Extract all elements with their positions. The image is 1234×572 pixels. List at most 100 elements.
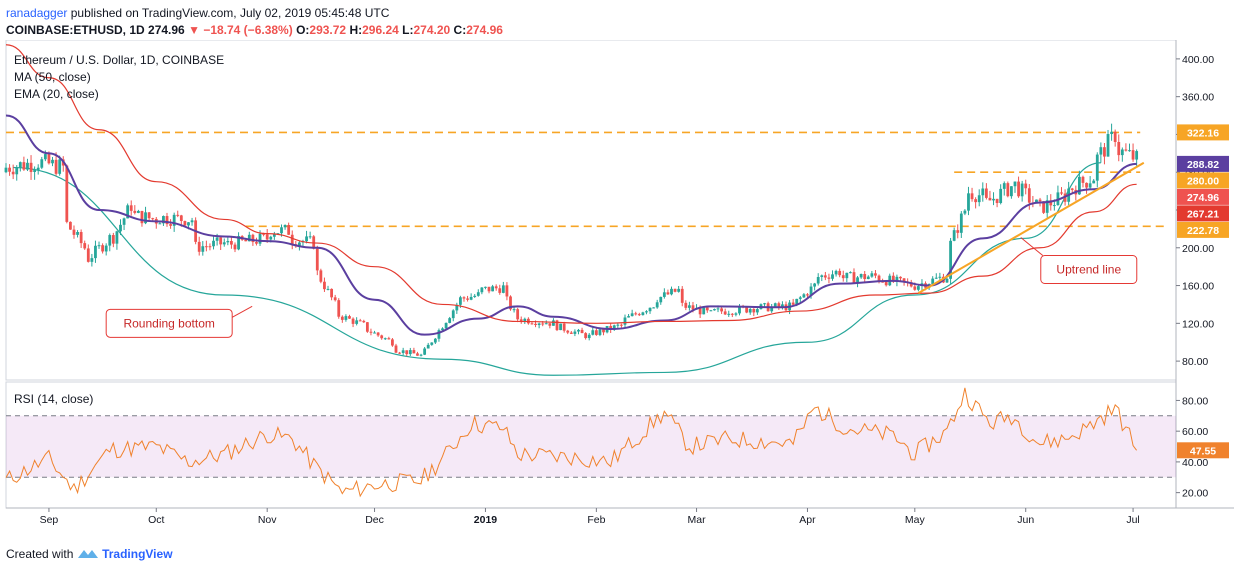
- candle-body: [981, 188, 985, 196]
- candle-body: [144, 212, 147, 224]
- ema-20-line: [6, 114, 1137, 336]
- candle-body: [319, 270, 323, 282]
- candle-body: [974, 199, 978, 203]
- candle-body: [827, 277, 831, 279]
- tradingview-brand[interactable]: TradingView: [102, 547, 173, 561]
- candle-body: [247, 234, 251, 242]
- candle-body: [673, 288, 677, 292]
- time-tick-label: Sep: [40, 514, 59, 526]
- candle-body: [666, 292, 670, 295]
- candle-body: [305, 236, 308, 242]
- time-tick-label: Mar: [688, 514, 707, 526]
- candle-body: [297, 242, 301, 247]
- candle-body: [437, 330, 441, 339]
- candle-body: [433, 338, 437, 343]
- candle-body: [591, 330, 595, 335]
- candle-body: [398, 352, 401, 354]
- candle-body: [40, 159, 44, 168]
- candle-body: [444, 322, 448, 329]
- candle-body: [76, 232, 79, 235]
- candle-body: [1135, 151, 1139, 160]
- candle-body: [115, 231, 119, 244]
- candle-body: [816, 276, 820, 284]
- candle-body: [934, 277, 938, 279]
- candle-body: [852, 272, 856, 283]
- candle-body: [841, 275, 845, 279]
- candle-body: [72, 229, 76, 235]
- candle-body: [552, 320, 555, 326]
- time-tick-label: Jul: [1126, 514, 1139, 526]
- candle-body: [1131, 150, 1135, 160]
- candle-body: [365, 322, 369, 332]
- candle-body: [620, 324, 623, 326]
- candle-body: [201, 246, 205, 252]
- candle-body: [33, 170, 37, 172]
- candle-body: [863, 274, 867, 280]
- candle-body: [584, 333, 588, 339]
- candle-body: [1110, 131, 1113, 135]
- candle-body: [58, 159, 62, 174]
- candle-body: [963, 210, 967, 214]
- uptrend-line-callout: [1040, 255, 1138, 284]
- publisher-link[interactable]: ranadagger: [6, 6, 68, 20]
- candle-body: [1092, 180, 1096, 184]
- candle-body: [215, 237, 219, 241]
- candle-body: [984, 188, 988, 198]
- candle-body: [36, 167, 40, 171]
- candle-body: [720, 308, 723, 312]
- candle-body: [931, 278, 935, 285]
- candle-body: [913, 286, 917, 290]
- candle-body: [1042, 201, 1046, 213]
- candle-body: [473, 295, 477, 297]
- candle-body: [1124, 149, 1128, 151]
- rsi-tick-label: 80.00: [1182, 395, 1208, 407]
- price-label-text: 288.82: [1187, 159, 1219, 171]
- candle-body: [763, 303, 766, 305]
- candle-body: [262, 233, 266, 235]
- candle-body: [308, 236, 312, 238]
- candle-body: [859, 274, 863, 278]
- candle-body: [727, 313, 731, 315]
- candle-body: [255, 242, 258, 244]
- candle-body: [670, 288, 673, 295]
- candle-body: [916, 286, 920, 290]
- candle-body: [405, 350, 409, 355]
- candle-body: [426, 344, 430, 349]
- candle-body: [1052, 205, 1056, 207]
- candle-body: [190, 220, 194, 223]
- candle-body: [884, 282, 888, 286]
- candle-body: [11, 171, 15, 175]
- candle-body: [387, 338, 391, 340]
- candle-body: [480, 287, 484, 293]
- candle-body: [909, 282, 913, 287]
- time-tick-label: Feb: [587, 514, 605, 526]
- candle-body: [484, 286, 487, 288]
- candle-body: [866, 276, 870, 280]
- candle-body: [126, 205, 130, 219]
- candle-body: [938, 276, 942, 278]
- candle-body: [1006, 183, 1010, 197]
- candle-body: [101, 245, 105, 252]
- candle-body: [988, 197, 992, 201]
- candle-body: [373, 332, 376, 334]
- rounding-bottom-curve: [13, 162, 1101, 376]
- candle-body: [509, 296, 512, 310]
- candle-body: [459, 297, 462, 305]
- candle-body: [802, 294, 806, 298]
- time-tick-label: Oct: [148, 514, 164, 526]
- candle-body: [47, 154, 51, 164]
- candle-body: [391, 339, 394, 346]
- footer: Created with TradingView: [6, 547, 173, 561]
- candle-body: [795, 298, 799, 305]
- candle-body: [1010, 186, 1013, 197]
- candle-body: [455, 304, 459, 311]
- candle-body: [487, 286, 491, 292]
- candle-body: [755, 309, 759, 313]
- candle-body: [1113, 131, 1117, 142]
- last-price: 274.96: [148, 23, 185, 37]
- candle-body: [1117, 141, 1121, 156]
- chart-canvas[interactable]: 80.00120.00160.00200.00240.00280.00320.0…: [0, 40, 1234, 540]
- rsi-last-badge: [1177, 442, 1229, 459]
- annotation-leader: [231, 305, 253, 318]
- time-tick-label: Jun: [1017, 514, 1034, 526]
